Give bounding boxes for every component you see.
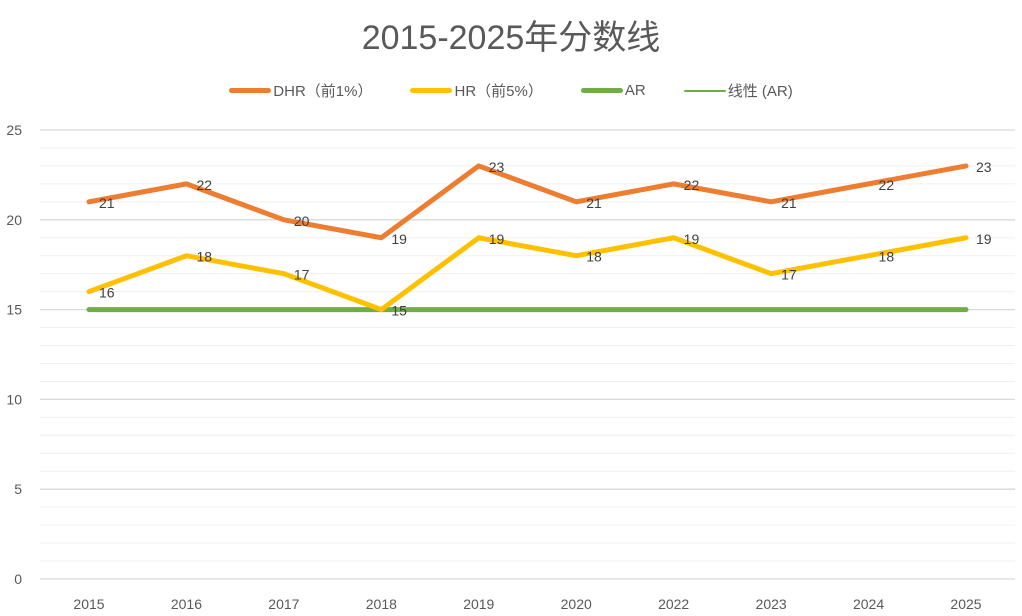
data-label: 19 xyxy=(684,231,700,247)
y-tick-label: 5 xyxy=(14,481,22,497)
data-label: 21 xyxy=(586,195,602,211)
data-label: 22 xyxy=(879,177,895,193)
data-label: 23 xyxy=(976,159,992,175)
legend-item: AR xyxy=(580,80,646,101)
legend-swatch xyxy=(580,88,623,93)
y-tick-label: 10 xyxy=(6,391,22,407)
data-label: 20 xyxy=(294,213,310,229)
x-tick-label: 2020 xyxy=(561,596,592,612)
data-label: 18 xyxy=(196,249,212,265)
y-tick-label: 0 xyxy=(14,571,22,587)
data-label: 21 xyxy=(99,195,115,211)
x-tick-label: 2016 xyxy=(171,596,202,612)
data-label: 23 xyxy=(489,159,505,175)
y-tick-label: 15 xyxy=(6,302,22,318)
x-tick-label: 2022 xyxy=(658,596,689,612)
x-tick-label: 2015 xyxy=(73,596,104,612)
legend-item: DHR（前1%） xyxy=(229,80,372,101)
series-line-1 xyxy=(86,235,969,313)
series-line-0 xyxy=(86,163,969,241)
x-tick-label: 2019 xyxy=(463,596,494,612)
y-tick-label: 20 xyxy=(6,212,22,228)
legend-label: DHR（前1%） xyxy=(273,83,373,100)
legend-label: 线性 (AR) xyxy=(727,83,793,100)
data-label: 21 xyxy=(781,195,797,211)
data-label: 22 xyxy=(196,177,212,193)
data-label: 22 xyxy=(684,177,700,193)
y-tick-label: 25 xyxy=(6,122,22,138)
x-tick-label: 2023 xyxy=(756,596,787,612)
x-tick-label: 2025 xyxy=(950,596,981,612)
data-label: 19 xyxy=(976,231,992,247)
data-label: 18 xyxy=(586,249,602,265)
legend: DHR（前1%） HR（前5%） AR 线性 (AR) xyxy=(0,80,1022,101)
legend-item: 线性 (AR) xyxy=(683,80,793,101)
legend-item: HR（前5%） xyxy=(410,80,543,101)
chart-title: 2015-2025年分数线 xyxy=(361,19,661,57)
data-label: 17 xyxy=(294,267,310,283)
legend-label: HR（前5%） xyxy=(454,83,543,100)
legend-label: AR xyxy=(624,82,646,99)
data-label: 18 xyxy=(879,249,895,265)
data-label: 19 xyxy=(391,231,407,247)
data-label: 19 xyxy=(489,231,505,247)
data-label: 15 xyxy=(391,303,407,319)
x-tick-label: 2017 xyxy=(268,596,299,612)
legend-swatch xyxy=(683,89,726,92)
legend-swatch xyxy=(410,88,453,93)
data-label: 16 xyxy=(99,285,115,301)
legend-swatch xyxy=(229,88,272,93)
x-tick-label: 2024 xyxy=(853,596,884,612)
data-label: 17 xyxy=(781,267,797,283)
x-tick-label: 2018 xyxy=(366,596,397,612)
